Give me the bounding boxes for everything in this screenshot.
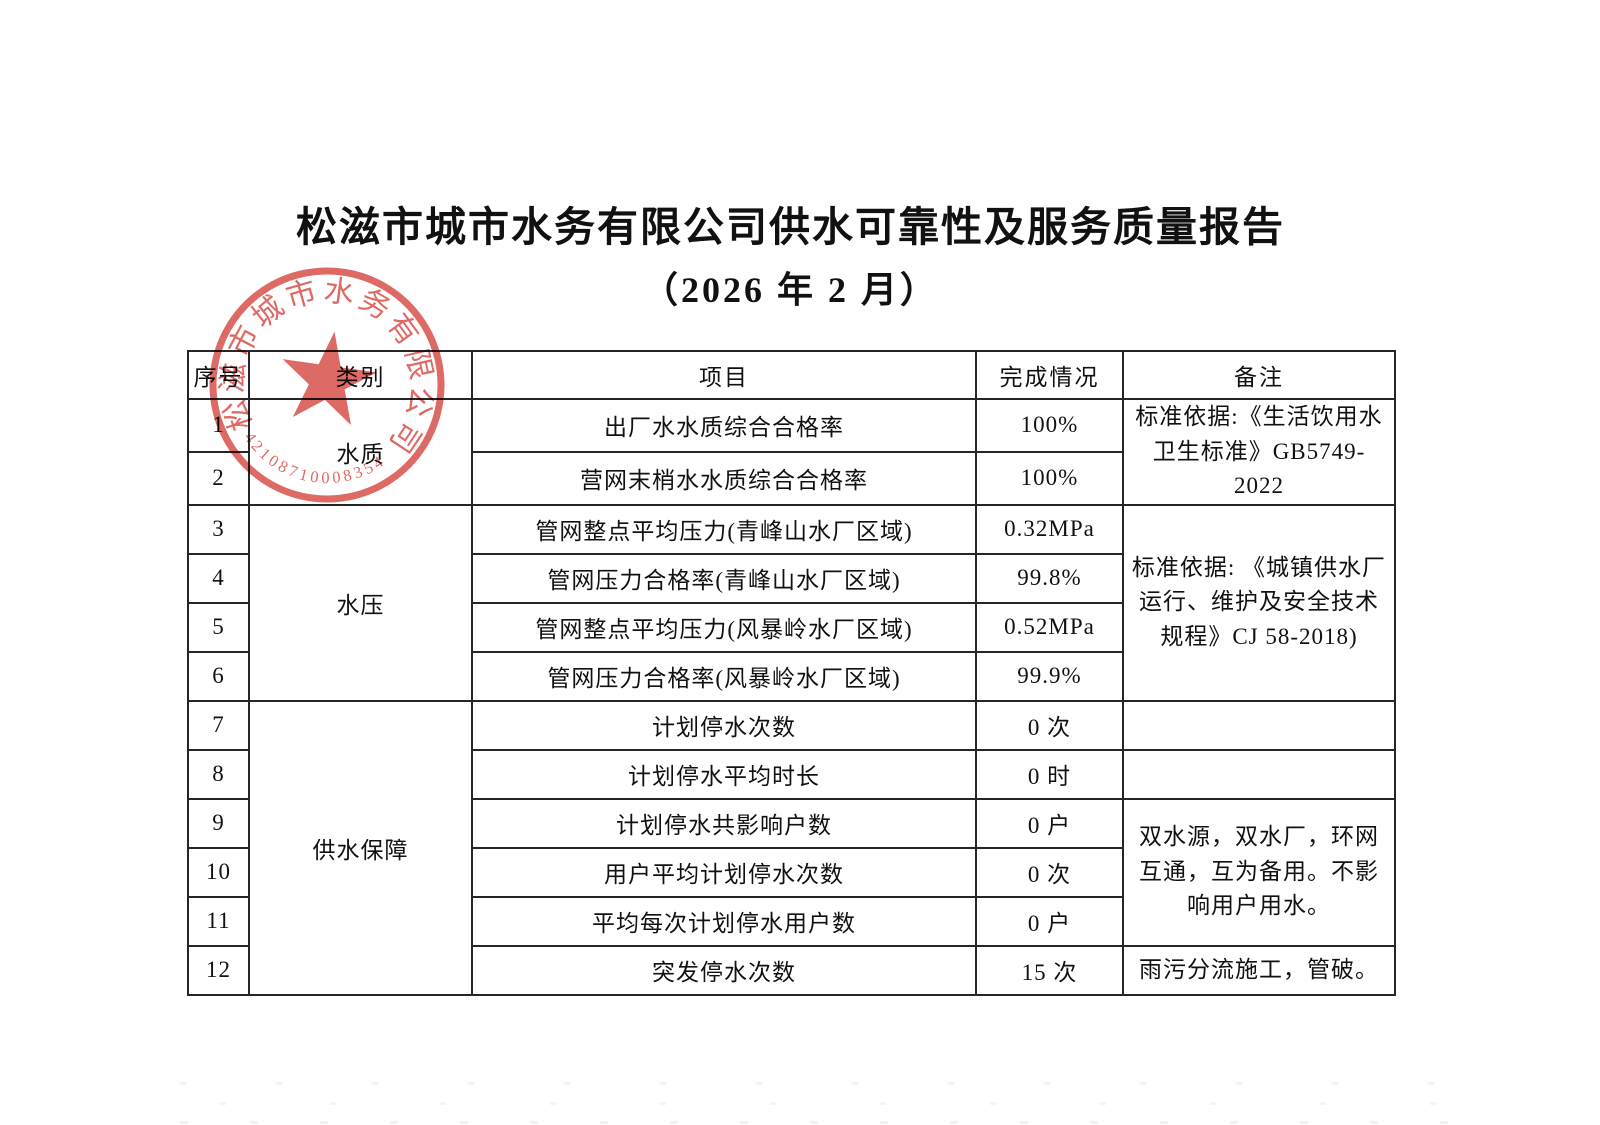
status-cell: 0 户 [975, 797, 1124, 849]
status-cell: 100% [975, 398, 1124, 453]
item-cell: 管网压力合格率(青峰山水厂区域) [471, 552, 977, 604]
table-row: 7 供水保障 计划停水次数 0 次 [187, 699, 1396, 996]
col-header-remark: 备注 [1122, 350, 1396, 400]
seq-cell: 10 [187, 846, 250, 898]
col-header-status: 完成情况 [975, 350, 1124, 400]
item-cell: 突发停水次数 [471, 944, 977, 996]
table-row: 9 计划停水共影响户数 0 户 双水源，双水厂，环网互通，互为备用。不影响用户用… [187, 797, 1396, 947]
seq-cell: 8 [187, 748, 250, 800]
seq-cell: 4 [187, 552, 250, 604]
item-cell: 计划停水次数 [471, 699, 977, 751]
seq-cell: 9 [187, 797, 250, 849]
col-header-item: 项目 [471, 350, 977, 400]
seq-cell: 1 [187, 398, 250, 453]
status-cell: 15 次 [975, 944, 1124, 996]
table-row: 11 平均每次计划停水用户数 0 户 [187, 895, 1395, 947]
table-row: 6 管网压力合格率(风暴岭水厂区域) 99.9% [187, 650, 1395, 702]
remark-cell-empty [1122, 748, 1396, 800]
item-cell: 管网整点平均压力(青峰山水厂区域) [471, 503, 977, 555]
table-row: 2 营网末梢水水质综合合格率 100% [187, 450, 1395, 506]
status-cell: 99.9% [975, 650, 1124, 702]
page-subtitle: （2026 年 2 月） [641, 270, 939, 310]
col-header-seq: 序号 [187, 350, 250, 400]
item-cell: 计划停水共影响户数 [471, 797, 977, 849]
scan-artifact [180, 1082, 1480, 1124]
category-cell-water-quality: 水质 [248, 398, 473, 506]
seq-cell: 12 [187, 944, 250, 996]
item-cell: 出厂水水质综合合格率 [471, 398, 977, 453]
seq-cell: 3 [187, 503, 250, 555]
status-cell: 0 时 [975, 748, 1124, 800]
table-row: 12 突发停水次数 15 次 雨污分流施工，管破。 [187, 944, 1396, 996]
status-cell: 0 次 [975, 846, 1124, 898]
header-row: 序号 类别 项目 完成情况 备注 [187, 350, 1396, 400]
table-row: 5 管网整点平均压力(风暴岭水厂区域) 0.52MPa [187, 601, 1395, 653]
report-table: 序号 类别 项目 完成情况 备注 1 水质 出厂水水质综合合格率 100% 标准… [187, 350, 1396, 996]
item-cell: 管网压力合格率(风暴岭水厂区域) [471, 650, 977, 702]
item-cell: 管网整点平均压力(风暴岭水厂区域) [471, 601, 977, 653]
remark-cell-burst: 雨污分流施工，管破。 [1122, 944, 1396, 996]
table-row: 4 管网压力合格率(青峰山水厂区域) 99.8% [187, 552, 1395, 604]
remark-cell-dual-source: 双水源，双水厂，环网互通，互为备用。不影响用户用水。 [1122, 797, 1396, 947]
status-cell: 99.8% [975, 552, 1124, 604]
status-cell: 100% [975, 450, 1124, 506]
remark-cell-water-pressure: 标准依据: 《城镇供水厂运行、维护及安全技术规程》CJ 58-2018) [1122, 503, 1396, 702]
table-row: 1 水质 出厂水水质综合合格率 100% 标准依据:《生活饮用水卫生标准》GB5… [187, 398, 1396, 506]
status-cell: 0 次 [975, 699, 1124, 751]
item-cell: 用户平均计划停水次数 [471, 846, 977, 898]
page-title: 松滋市城市水务有限公司供水可靠性及服务质量报告 [296, 204, 1285, 250]
seq-cell: 7 [187, 699, 250, 751]
item-cell: 平均每次计划停水用户数 [471, 895, 977, 947]
remark-cell-water-quality: 标准依据:《生活饮用水卫生标准》GB5749-2022 [1122, 398, 1396, 506]
item-cell: 计划停水平均时长 [471, 748, 977, 800]
category-cell-supply-guarantee: 供水保障 [248, 699, 473, 996]
seq-cell: 2 [187, 450, 250, 506]
status-cell: 0 户 [975, 895, 1124, 947]
col-header-category: 类别 [248, 350, 473, 400]
status-cell: 0.32MPa [975, 503, 1124, 555]
seq-cell: 5 [187, 601, 250, 653]
table-row: 8 计划停水平均时长 0 时 [187, 748, 1396, 800]
seq-cell: 11 [187, 895, 250, 947]
status-cell: 0.52MPa [975, 601, 1124, 653]
remark-cell-empty [1122, 699, 1396, 751]
category-cell-water-pressure: 水压 [248, 503, 473, 702]
table-row: 3 水压 管网整点平均压力(青峰山水厂区域) 0.32MPa 标准依据: 《城镇… [187, 503, 1396, 702]
item-cell: 营网末梢水水质综合合格率 [471, 450, 977, 506]
table-row: 10 用户平均计划停水次数 0 次 [187, 846, 1395, 898]
seq-cell: 6 [187, 650, 250, 702]
